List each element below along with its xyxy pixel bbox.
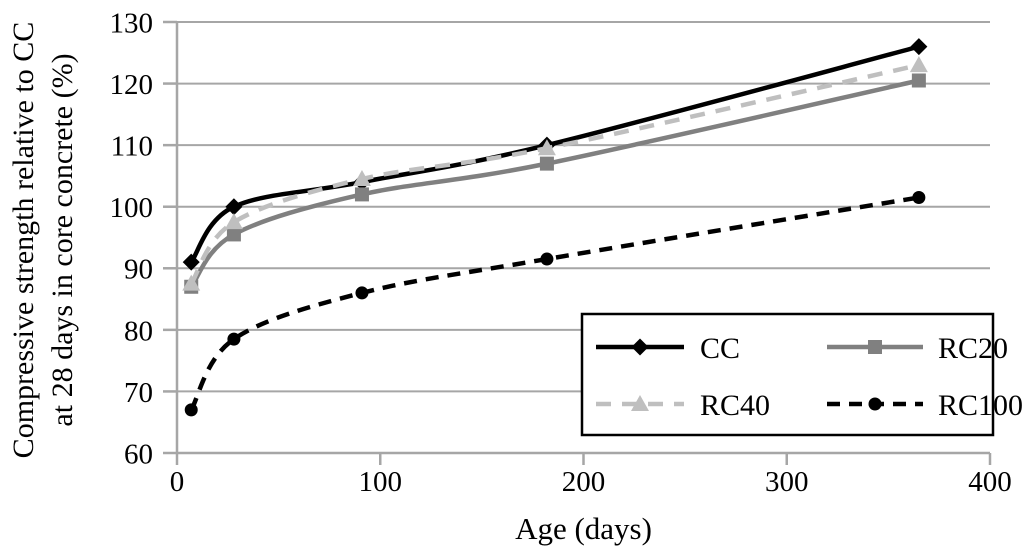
y-tick-label-130: 130: [110, 7, 154, 39]
series-RC20-marker-365: [911, 73, 926, 88]
legend-marker-RC40: [631, 395, 649, 411]
x-tick-label-0: 0: [170, 466, 185, 498]
legend-marker-RC100: [868, 397, 882, 411]
y-tick-label-100: 100: [110, 192, 154, 224]
legend-marker-CC: [631, 338, 649, 356]
series-RC40-line: [189, 62, 920, 285]
y-tick-label-120: 120: [110, 69, 154, 101]
y-tick-label-90: 90: [124, 254, 153, 286]
x-tick-label-200: 200: [562, 466, 606, 498]
x-tick-label-300: 300: [765, 466, 809, 498]
legend-marker-RC20: [868, 340, 882, 354]
series-RC20-marker-91: [354, 187, 369, 202]
y-tick-label-110: 110: [111, 131, 153, 163]
x-axis-title: Age (days): [515, 511, 652, 546]
x-tick-label-100: 100: [359, 466, 403, 498]
legend-label-CC: CC: [700, 332, 740, 365]
series-RC40-marker-365: [909, 56, 928, 73]
series-RC20-marker-28: [226, 227, 241, 242]
x-tick-label-400: 400: [968, 466, 1012, 498]
series-RC20-marker-182: [539, 156, 554, 171]
series-RC100-marker-28: [227, 332, 241, 346]
series-RC40-marker-7: [182, 274, 201, 291]
series-RC100-marker-182: [540, 252, 554, 266]
series-RC20-line: [189, 78, 920, 289]
y-tick-label-60: 60: [124, 438, 153, 470]
legend-label-RC20: RC20: [938, 332, 1008, 365]
series-CC-marker-365: [910, 38, 928, 56]
series-RC100-line: [189, 195, 920, 412]
series-RC40-marker-182: [537, 139, 556, 156]
series-RC40-marker-91: [352, 170, 371, 187]
series-RC100-marker-365: [912, 190, 926, 204]
series-RC100-marker-91: [355, 286, 369, 300]
series-RC100-marker-7: [184, 403, 198, 417]
legend-label-RC100: RC100: [938, 389, 1023, 422]
series-RC40-marker-28: [224, 213, 243, 230]
y-tick-label-70: 70: [124, 377, 153, 409]
y-tick-label-80: 80: [124, 315, 153, 347]
series-CC-marker-7: [182, 253, 200, 271]
legend-box: [580, 312, 995, 437]
series-CC-marker-28: [225, 198, 243, 216]
legend-label-RC40: RC40: [700, 389, 770, 422]
